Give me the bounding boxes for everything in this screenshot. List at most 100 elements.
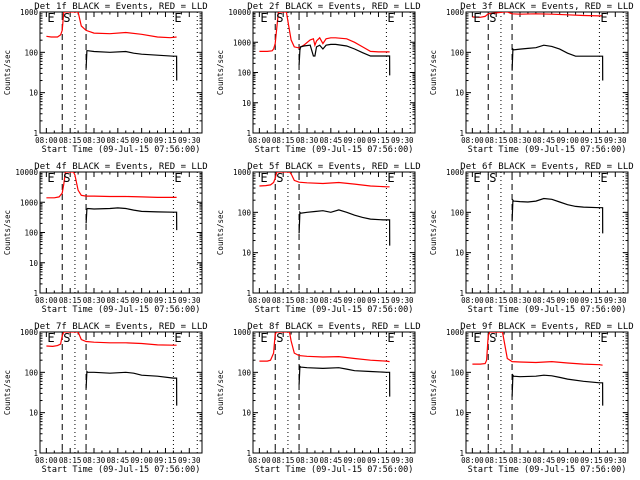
x-tick-label: 09:15 bbox=[580, 136, 603, 145]
x-tick-label: 08:45 bbox=[107, 296, 130, 305]
x-axis-label: Start Time (09-Jul-15 07:56:00) bbox=[42, 305, 201, 315]
y-tick-label: 1000 bbox=[446, 328, 465, 337]
y-tick-label: 10 bbox=[242, 249, 252, 258]
panel-title: Det 1f BLACK = Events, RED = LLD bbox=[34, 2, 207, 12]
x-tick-label: 08:45 bbox=[320, 296, 343, 305]
panel-det-6: Det 6f BLACK = Events, RED = LLD 1 10 100 10… bbox=[429, 162, 634, 315]
y-axis-label: Counts/sec bbox=[429, 50, 438, 95]
x-axis-label: Start Time (09-Jul-15 07:56:00) bbox=[468, 305, 627, 315]
marker-s: S bbox=[276, 171, 283, 185]
x-tick-label: 09:30 bbox=[178, 296, 201, 305]
x-tick-label: 09:00 bbox=[343, 456, 366, 465]
marker-e: E bbox=[174, 11, 181, 25]
x-tick-label: 09:30 bbox=[604, 456, 627, 465]
x-tick-label: 08:30 bbox=[83, 136, 106, 145]
x-tick-label: 09:30 bbox=[391, 456, 414, 465]
x-tick-label: 08:45 bbox=[320, 136, 343, 145]
x-axis-label: Start Time (09-Jul-15 07:56:00) bbox=[42, 145, 201, 155]
marker-e: E bbox=[473, 331, 480, 345]
panel-title: Det 2f BLACK = Events, RED = LLD bbox=[247, 2, 420, 12]
x-tick-label: 08:15 bbox=[59, 136, 82, 145]
x-tick-label: 08:30 bbox=[296, 136, 319, 145]
series-lld bbox=[472, 12, 603, 18]
panel-title: Det 9f BLACK = Events, RED = LLD bbox=[460, 322, 633, 332]
x-tick-label: 09:30 bbox=[391, 136, 414, 145]
y-axis-label: Counts/sec bbox=[216, 50, 225, 95]
x-tick-label: 08:15 bbox=[272, 456, 295, 465]
panel-det-7: Det 7f BLACK = Events, RED = LLD 1 10 100 10… bbox=[3, 322, 208, 475]
plot-frame bbox=[465, 11, 629, 134]
y-tick-label: 10 bbox=[29, 259, 39, 268]
x-tick-label: 09:30 bbox=[604, 296, 627, 305]
marker-e: E bbox=[600, 171, 607, 185]
y-tick-label: 100 bbox=[237, 208, 251, 217]
x-tick-label: 08:30 bbox=[509, 296, 532, 305]
x-tick-label: 09:15 bbox=[367, 296, 390, 305]
x-tick-label: 09:00 bbox=[130, 296, 153, 305]
y-tick-label: 100 bbox=[450, 368, 464, 377]
marker-e: E bbox=[260, 331, 267, 345]
marker-e: E bbox=[600, 331, 607, 345]
y-tick-label: 10 bbox=[455, 89, 465, 98]
x-tick-label: 08:30 bbox=[83, 456, 106, 465]
marker-e: E bbox=[387, 11, 394, 25]
y-tick-label: 100 bbox=[450, 208, 464, 217]
series-events bbox=[298, 43, 391, 76]
x-tick-label: 08:00 bbox=[461, 136, 484, 145]
panel-title: Det 7f BLACK = Events, RED = LLD bbox=[34, 322, 207, 332]
y-tick-label: 1 bbox=[33, 129, 38, 138]
x-axis-label: Start Time (09-Jul-15 07:56:00) bbox=[255, 145, 414, 155]
marker-s: S bbox=[276, 11, 283, 25]
x-axis-label: Start Time (09-Jul-15 07:56:00) bbox=[42, 465, 201, 475]
x-tick-label: 08:15 bbox=[59, 296, 82, 305]
marker-s: S bbox=[489, 171, 496, 185]
x-tick-label: 08:15 bbox=[59, 456, 82, 465]
y-tick-label: 10 bbox=[455, 249, 465, 258]
x-tick-label: 09:30 bbox=[391, 296, 414, 305]
y-axis-label: Counts/sec bbox=[3, 50, 12, 95]
panel-det-4: Det 4f BLACK = Events, RED = LLD 1 10 100 10… bbox=[3, 162, 208, 315]
x-tick-label: 08:00 bbox=[248, 136, 271, 145]
y-tick-label: 100 bbox=[24, 368, 38, 377]
marker-e: E bbox=[174, 331, 181, 345]
x-tick-label: 08:00 bbox=[461, 456, 484, 465]
y-tick-label: 1000 bbox=[20, 328, 39, 337]
plot-frame bbox=[252, 171, 416, 294]
series-lld bbox=[46, 332, 177, 348]
series-lld bbox=[46, 12, 177, 39]
y-tick-label: 10 bbox=[29, 89, 39, 98]
series-events bbox=[85, 50, 178, 81]
x-tick-label: 08:15 bbox=[485, 296, 508, 305]
marker-s: S bbox=[276, 331, 283, 345]
x-axis-label: Start Time (09-Jul-15 07:56:00) bbox=[255, 465, 414, 475]
panel-det-2: Det 2f BLACK = Events, RED = LLD 1 10 100 10… bbox=[216, 2, 421, 155]
series-events bbox=[298, 209, 391, 246]
x-tick-label: 08:45 bbox=[533, 136, 556, 145]
y-tick-label: 100 bbox=[450, 48, 464, 57]
x-tick-label: 09:15 bbox=[580, 296, 603, 305]
y-tick-label: 100 bbox=[237, 69, 251, 78]
marker-s: S bbox=[489, 331, 496, 345]
y-tick-label: 1 bbox=[33, 289, 38, 298]
series-events bbox=[85, 369, 178, 406]
x-tick-label: 09:15 bbox=[154, 456, 177, 465]
x-tick-label: 09:15 bbox=[154, 136, 177, 145]
x-tick-label: 09:00 bbox=[343, 136, 366, 145]
y-axis-label: Counts/sec bbox=[3, 370, 12, 415]
x-tick-label: 08:30 bbox=[83, 296, 106, 305]
x-tick-label: 09:15 bbox=[367, 456, 390, 465]
x-tick-label: 09:30 bbox=[604, 136, 627, 145]
y-tick-label: 10000 bbox=[228, 8, 251, 17]
y-axis-label: Counts/sec bbox=[216, 210, 225, 255]
series-lld bbox=[259, 332, 390, 363]
marker-e: E bbox=[387, 331, 394, 345]
y-tick-label: 10 bbox=[242, 99, 252, 108]
panel-title: Det 3f BLACK = Events, RED = LLD bbox=[460, 2, 633, 12]
x-tick-label: 08:45 bbox=[533, 456, 556, 465]
x-tick-label: 08:00 bbox=[35, 456, 58, 465]
panel-det-5: Det 5f BLACK = Events, RED = LLD 1 10 100 10… bbox=[216, 162, 421, 315]
series-events bbox=[511, 373, 604, 406]
series-lld bbox=[259, 172, 390, 188]
x-tick-label: 09:30 bbox=[178, 456, 201, 465]
